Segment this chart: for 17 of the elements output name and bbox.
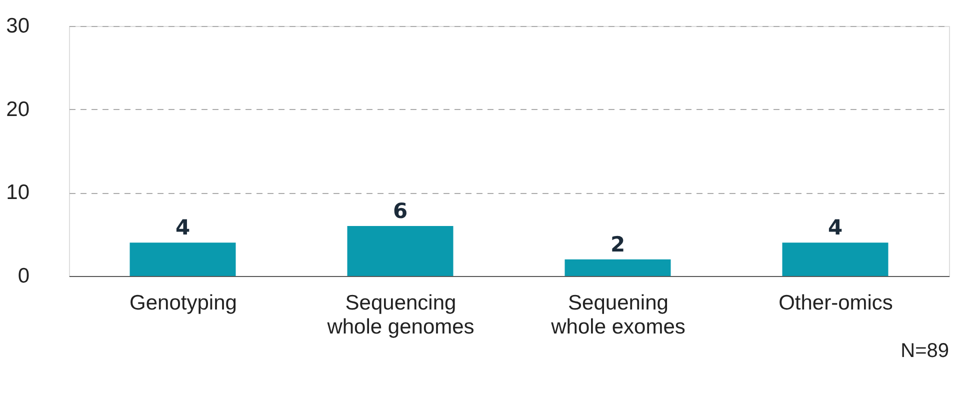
data-label: 2 (610, 232, 626, 256)
bar (782, 242, 888, 276)
y-tick-label: 30 (6, 14, 30, 38)
x-tick-label: Sequening whole exomes (550, 292, 686, 338)
x-tick-label: Genotyping (130, 292, 237, 314)
data-label: 4 (175, 216, 190, 240)
bar (347, 226, 454, 276)
y-tick-label: 0 (18, 264, 30, 288)
x-tick-label: Other-omics (778, 292, 893, 314)
x-tick-label: Sequencing whole genomes (326, 292, 474, 338)
data-label: 6 (392, 199, 408, 223)
y-tick-label: 10 (6, 181, 30, 204)
data-label: 4 (828, 216, 843, 240)
text: N=89 (900, 340, 949, 362)
bar (564, 259, 671, 276)
bar (130, 242, 236, 276)
y-tick-label: 20 (6, 98, 30, 121)
